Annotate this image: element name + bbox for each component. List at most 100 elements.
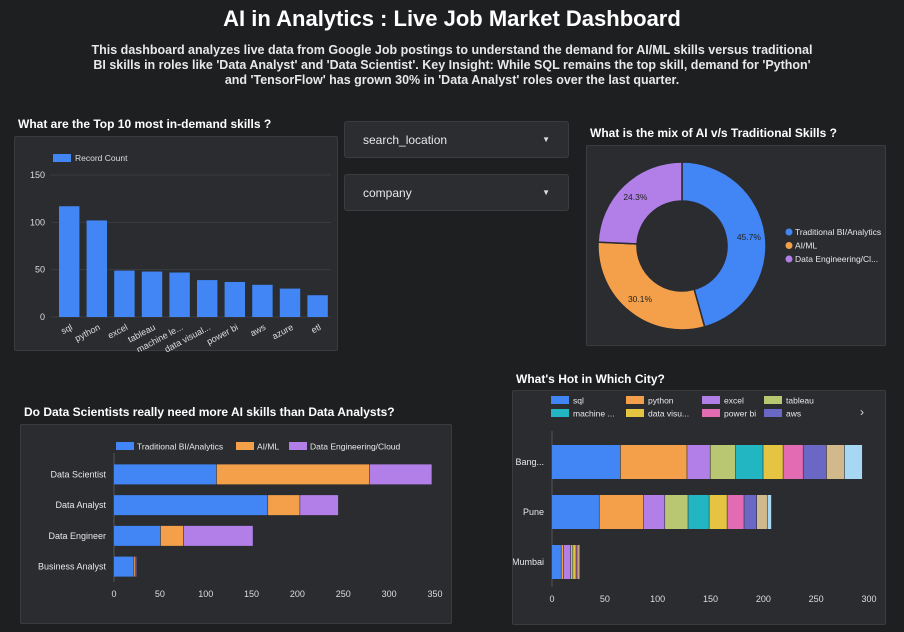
x-tick-label: azure	[270, 322, 295, 341]
bar-segment	[665, 495, 688, 529]
bar-segment	[571, 545, 573, 579]
company-filter-dropdown[interactable]: company ▼	[344, 174, 569, 211]
x-tick-label: 50	[600, 594, 610, 604]
bar-segment	[561, 545, 564, 579]
city-title: What's Hot in Which City?	[516, 372, 665, 386]
y-category-label: Mumbai	[513, 557, 544, 567]
slice-value-label: 24.3%	[623, 192, 648, 202]
legend-label: Data Engineering/Cloud	[310, 442, 401, 452]
bar-segment	[114, 464, 217, 485]
x-tick-label: 150	[703, 594, 718, 604]
legend-dot	[785, 255, 793, 263]
bar-segment	[803, 445, 827, 479]
bar-segment	[552, 495, 599, 529]
x-tick-label: sql	[59, 322, 74, 336]
donut-slice	[597, 161, 683, 245]
y-category-label: Data Scientist	[50, 469, 106, 479]
bar-segment	[763, 445, 783, 479]
bar-segment	[183, 525, 253, 546]
legend-swatch	[764, 396, 782, 404]
bar-segment	[744, 495, 757, 529]
y-category-label: Data Analyst	[55, 500, 106, 510]
company-filter-label: company	[363, 185, 412, 200]
bar-segment	[216, 464, 370, 485]
chevron-down-icon: ▼	[542, 188, 550, 197]
bar-segment	[767, 495, 772, 529]
location-filter-dropdown[interactable]: search_location ▼	[344, 121, 569, 158]
legend-swatch	[116, 442, 134, 450]
legend-swatch	[702, 409, 720, 417]
bar-segment	[826, 445, 845, 479]
x-tick-label: 300	[382, 589, 397, 599]
bar-segment	[599, 495, 644, 529]
bar	[114, 270, 135, 317]
bar-segment	[563, 545, 571, 579]
y-category-label: Bang...	[515, 457, 544, 467]
bar-segment	[552, 545, 561, 579]
bar-segment	[369, 464, 432, 485]
x-tick-label: python	[73, 322, 102, 344]
location-filter-label: search_location	[363, 132, 448, 147]
x-tick-label: etl	[309, 322, 322, 335]
skill-mix-panel[interactable]: 45.7% 30.1% 24.3% Traditional BI/Analytics A…	[586, 145, 886, 346]
roles-title: Do Data Scientists really need more AI s…	[24, 405, 395, 419]
legend-swatch	[626, 396, 644, 404]
roles-panel[interactable]: Traditional BI/Analytics AI/ML Data Engine…	[20, 424, 452, 624]
bar	[141, 271, 163, 317]
top-skills-title: What are the Top 10 most in-demand skill…	[18, 117, 272, 131]
bar-segment	[300, 495, 339, 516]
x-tick-label: 50	[155, 589, 165, 599]
city-panel[interactable]: sql python excel tableau machine ... data vis…	[512, 390, 886, 625]
legend-swatch	[551, 396, 569, 404]
legend-swatch	[764, 409, 782, 417]
legend-swatch	[702, 396, 720, 404]
bar-segment	[688, 495, 709, 529]
legend-swatch	[53, 154, 71, 162]
bar	[197, 280, 218, 317]
bar-segment	[783, 445, 803, 479]
x-tick-label: 100	[650, 594, 665, 604]
donut-slice	[681, 161, 767, 328]
x-tick-label: 200	[290, 589, 305, 599]
legend-label: AI/ML	[257, 442, 279, 452]
slice-value-label: 30.1%	[628, 294, 653, 304]
legend-label: sql	[573, 396, 584, 406]
legend-label: AI/ML	[795, 241, 817, 251]
y-category-label: Data Engineer	[48, 531, 106, 541]
bar-segment	[710, 445, 736, 479]
bar	[307, 295, 328, 317]
x-tick-label: 350	[427, 589, 442, 599]
bar	[279, 288, 301, 317]
dashboard-title: AI in Analytics : Live Job Market Dashbo…	[223, 6, 681, 31]
y-category-label: Pune	[523, 507, 544, 517]
bar-segment	[114, 495, 268, 516]
bar-segment	[643, 495, 665, 529]
bar-segment	[573, 545, 576, 579]
top-skills-panel[interactable]: Record Count 0 50 100 150 sql python excel table…	[14, 136, 339, 355]
chevron-down-icon: ▼	[542, 135, 550, 144]
legend-label: machine ...	[573, 409, 615, 419]
legend-label: data visu...	[648, 409, 689, 419]
legend-swatch	[236, 442, 254, 450]
bar-segment	[620, 445, 687, 479]
legend-label: Data Engineering/Cl...	[795, 254, 878, 264]
x-tick-label: excel	[106, 322, 129, 341]
bar-segment	[735, 445, 763, 479]
legend-dot	[785, 242, 793, 249]
legend-next-page-icon[interactable]: ›	[860, 405, 864, 419]
y-tick-label: 50	[35, 265, 45, 275]
bar-segment	[756, 495, 767, 529]
skill-mix-chart[interactable]: 45.7% 30.1% 24.3% Traditional BI/Analytics A…	[587, 146, 887, 347]
y-tick-label: 0	[40, 312, 45, 322]
city-chart[interactable]: sql python excel tableau machine ... data vis…	[512, 391, 887, 626]
x-tick-label: 250	[809, 594, 824, 604]
bar-segment	[160, 525, 184, 546]
roles-chart[interactable]: Traditional BI/Analytics AI/ML Data Engine…	[21, 425, 453, 625]
legend-swatch	[289, 442, 307, 450]
x-tick-label: 300	[861, 594, 876, 604]
bar	[224, 281, 246, 317]
skill-mix-title: What is the mix of AI v/s Traditional Sk…	[590, 126, 837, 140]
legend-label: python	[648, 396, 674, 406]
y-tick-label: 150	[30, 170, 45, 180]
